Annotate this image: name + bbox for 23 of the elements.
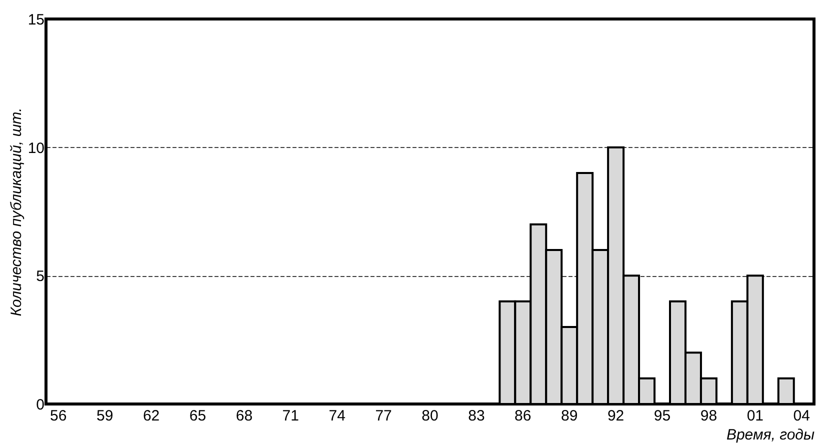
x-tick-label: 92: [607, 408, 624, 424]
x-tick-label: 98: [700, 408, 718, 424]
y-tick-label: 5: [36, 268, 44, 286]
y-tick-label: 15: [28, 12, 44, 28]
x-tick-label: 04: [793, 408, 810, 424]
x-tick-label: 89: [561, 408, 578, 424]
x-tick-label: 59: [96, 408, 114, 424]
x-tick-label: 77: [375, 408, 392, 424]
x-tick-label: 56: [50, 408, 67, 424]
x-tick-label: 01: [746, 408, 764, 424]
x-tick-label: 86: [514, 408, 532, 424]
x-tick-label: 80: [422, 408, 438, 424]
x-tick-label: 71: [282, 408, 299, 424]
y-axis-title: Количество публикаций, шт.: [8, 108, 25, 316]
y-tick-label: 10: [28, 140, 44, 157]
x-tick-label: 95: [654, 408, 671, 424]
x-axis-title: Время, годы: [726, 426, 814, 444]
x-tick-label: 68: [236, 408, 253, 424]
x-tick-label: 74: [328, 408, 346, 424]
x-tick-label: 65: [189, 408, 206, 424]
y-tick-label: 0: [36, 396, 44, 414]
x-tick-label: 83: [468, 408, 485, 424]
x-tick-label: 62: [142, 408, 160, 424]
